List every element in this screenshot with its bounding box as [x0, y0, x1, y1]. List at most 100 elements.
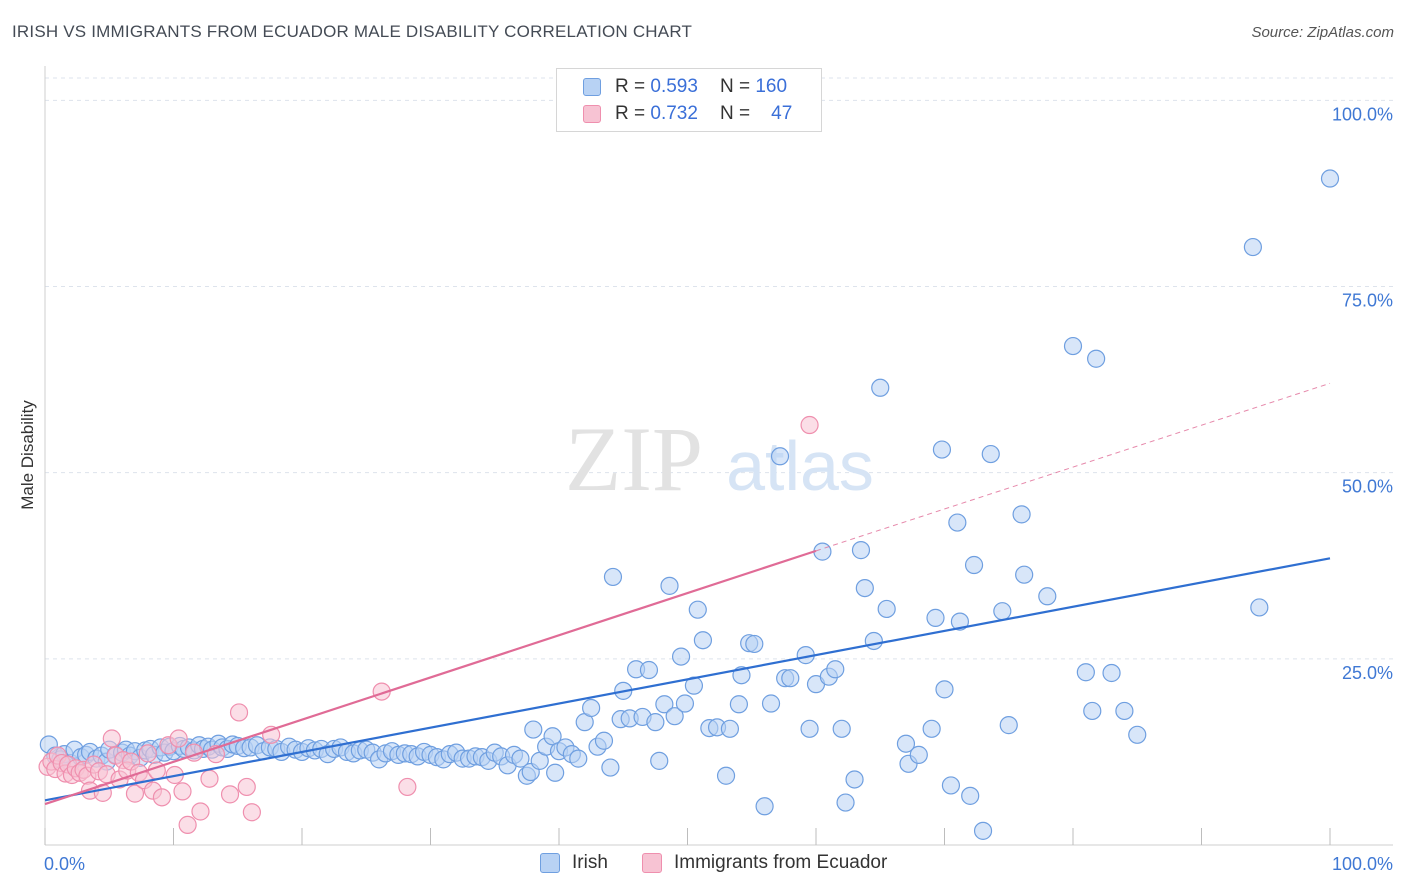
- irish-point: [950, 612, 970, 631]
- irish-point: [973, 821, 993, 840]
- legend-n-label: N =: [719, 76, 751, 97]
- irish-point: [688, 600, 707, 619]
- irish-point: [693, 631, 713, 650]
- irish-point: [716, 766, 736, 785]
- ecuador-point: [125, 784, 145, 803]
- irish-point: [813, 542, 832, 561]
- ecuador-point: [229, 703, 249, 722]
- irish-point: [660, 576, 679, 595]
- legend-r-value: 0.593: [650, 76, 698, 97]
- irish-point: [1320, 169, 1340, 188]
- irish-point: [594, 731, 614, 750]
- ecuador-point: [242, 803, 261, 822]
- irish-point: [981, 444, 1000, 464]
- irish-point: [1063, 336, 1083, 356]
- legend-n-value: 47: [771, 103, 793, 124]
- legend-label-ecuador: Immigrants from Ecuador: [674, 852, 888, 873]
- series-ecuador: [38, 415, 819, 834]
- irish-point: [546, 763, 565, 782]
- ecuador-point: [169, 729, 188, 748]
- legend-item-ecuador: Immigrants from Ecuador: [642, 852, 887, 874]
- legend-stats: R = 0.593 N = 160 R = 0.732 N = 47: [556, 68, 822, 132]
- irish-point: [675, 694, 695, 713]
- irish-trend-line: [44, 557, 1331, 802]
- irish-point: [941, 776, 961, 795]
- irish-point: [993, 602, 1012, 621]
- legend-r-value: 0.732: [650, 103, 698, 124]
- y-tick-label: 50.0%: [1342, 477, 1393, 497]
- ecuador-point: [178, 815, 197, 834]
- irish-point: [851, 541, 871, 560]
- irish-point: [761, 694, 781, 713]
- legend-r-label: R =: [615, 103, 646, 124]
- ecuador-trend-extension: [815, 382, 1331, 552]
- irish-point: [871, 378, 890, 397]
- irish-point: [650, 751, 669, 770]
- ecuador-point: [398, 777, 417, 797]
- irish-point: [511, 749, 530, 768]
- irish-point: [1076, 663, 1095, 682]
- legend-n-value: 160: [755, 76, 788, 97]
- ecuador-point: [102, 729, 121, 748]
- irish-point: [524, 720, 543, 739]
- irish-point: [1128, 725, 1147, 744]
- irish-point: [845, 770, 864, 789]
- irish-point: [909, 745, 928, 764]
- irish-point: [1012, 505, 1031, 524]
- irish-point: [964, 555, 984, 575]
- y-tick-label: 100.0%: [1332, 104, 1393, 124]
- x-tick-label: 100.0%: [1332, 854, 1393, 874]
- irish-point: [646, 713, 665, 732]
- ecuador-point: [173, 782, 192, 801]
- irish-point: [729, 695, 749, 714]
- y-tick-label: 75.0%: [1342, 291, 1393, 311]
- irish-point: [935, 680, 954, 699]
- irish-point: [781, 669, 800, 688]
- legend-row-ecuador: R = 0.732 N = 47: [583, 103, 792, 125]
- legend-label-irish: Irish: [572, 852, 608, 873]
- irish-point: [665, 707, 684, 726]
- irish-point: [569, 749, 588, 768]
- ecuador-point: [191, 802, 210, 821]
- legend-item-irish: Irish: [540, 852, 608, 874]
- source-credit: Source: ZipAtlas.com: [1251, 24, 1394, 41]
- irish-point: [1087, 349, 1106, 368]
- ecuador-point: [237, 777, 256, 797]
- irish-point: [836, 793, 855, 812]
- ecuador-point: [152, 788, 172, 807]
- legend-swatch-ecuador: [583, 105, 601, 123]
- x-tick-label: 0.0%: [44, 854, 85, 874]
- legend-swatch-irish: [583, 78, 601, 96]
- y-tick-label: 25.0%: [1342, 663, 1393, 683]
- irish-point: [948, 513, 967, 532]
- irish-point: [770, 447, 790, 466]
- irish-point: [582, 698, 601, 718]
- irish-point: [1015, 565, 1034, 584]
- irish-point: [826, 660, 845, 679]
- irish-point: [755, 797, 774, 816]
- irish-point: [896, 734, 916, 753]
- irish-point: [926, 608, 945, 627]
- legend-r-label: R =: [615, 76, 646, 97]
- irish-point: [1250, 598, 1269, 617]
- irish-point: [639, 660, 659, 680]
- irish-point: [832, 719, 851, 738]
- irish-point: [655, 695, 674, 714]
- irish-point: [932, 440, 952, 459]
- irish-point: [877, 599, 896, 619]
- chart-title: IRISH VS IMMIGRANTS FROM ECUADOR MALE DI…: [12, 22, 693, 41]
- irish-point: [999, 716, 1018, 735]
- trend-lines: [44, 382, 1331, 806]
- legend-swatch-ecuador: [642, 853, 662, 873]
- series-legend: Irish Immigrants from Ecuador: [0, 852, 1406, 876]
- ecuador-point: [220, 785, 240, 804]
- irish-point: [745, 634, 764, 654]
- watermark-zip: ZIP: [565, 408, 703, 510]
- legend-swatch-irish: [540, 853, 560, 873]
- axes: [44, 66, 1393, 846]
- irish-point: [720, 719, 740, 738]
- irish-point: [601, 758, 620, 777]
- irish-point: [961, 786, 980, 805]
- irish-point: [1243, 237, 1263, 257]
